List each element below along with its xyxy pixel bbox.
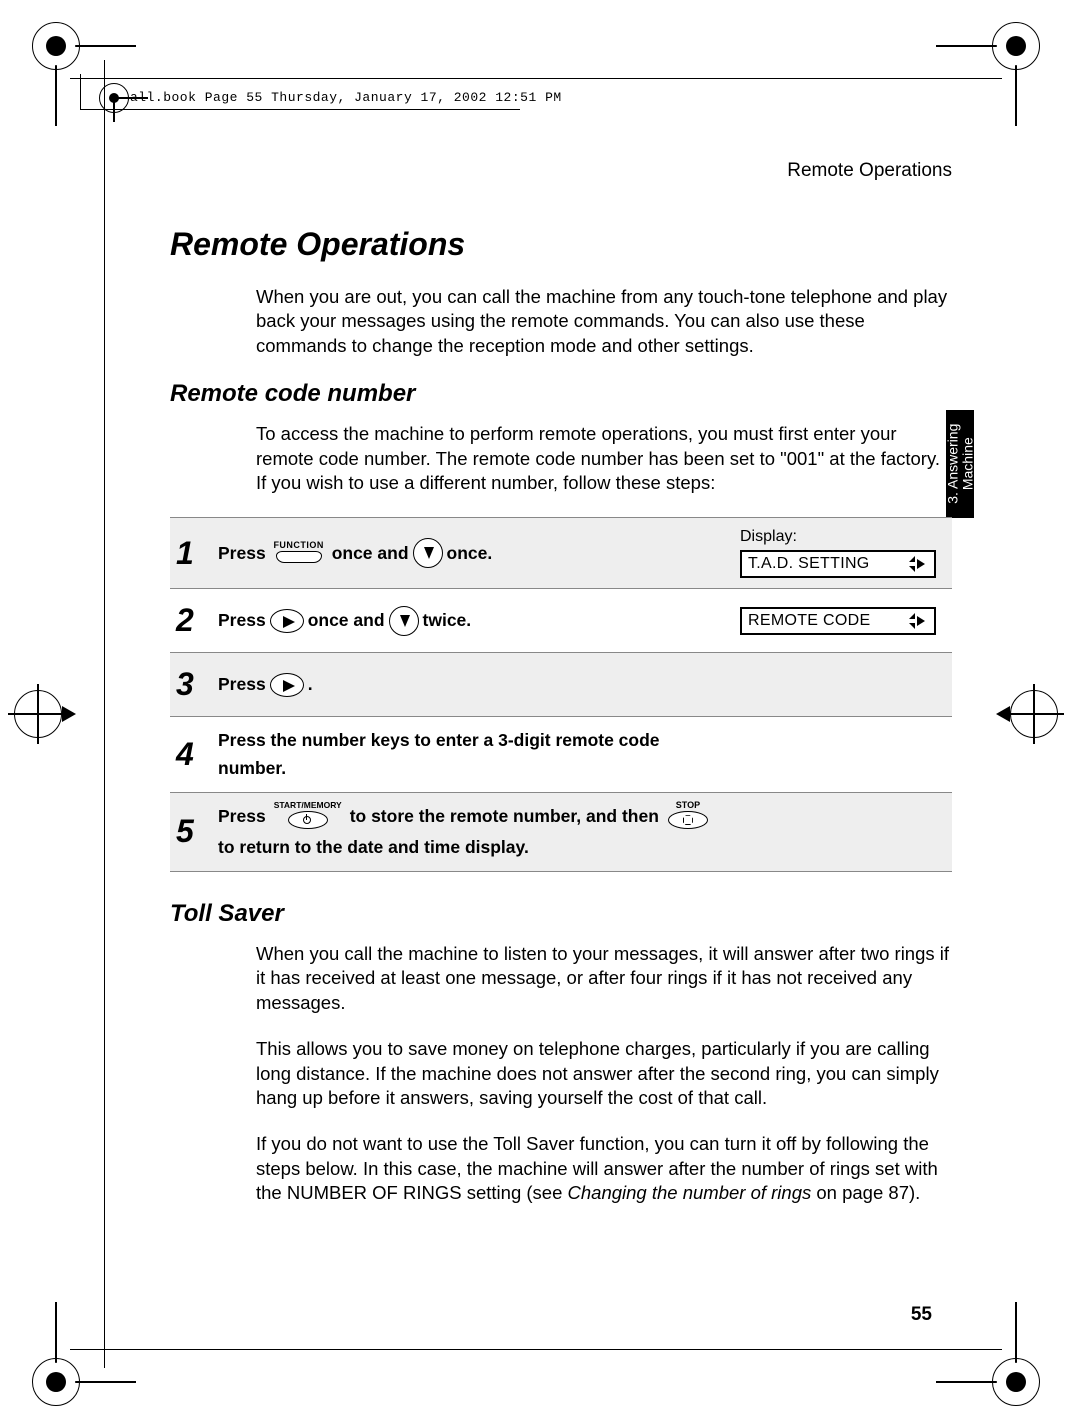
toll-saver-p1: When you call the machine to listen to y… (256, 942, 952, 1015)
page-frame-bottom (70, 1349, 1002, 1350)
steps-list: 1Press FUNCTION once and once. Display: T.… (170, 517, 952, 872)
step-number: 5 (170, 813, 218, 850)
subhead-toll-saver: Toll Saver (170, 900, 952, 928)
start-memory-key-icon: START/MEMORY (270, 803, 346, 829)
lcd-display: REMOTE CODE (740, 607, 936, 635)
step-row: 1Press FUNCTION once and once. Display: T.… (170, 517, 952, 589)
step-row: 4Press the number keys to enter a 3-digi… (170, 717, 952, 792)
down-arrow-key-icon (413, 538, 443, 568)
crop-mark-top-right (992, 22, 1040, 70)
stop-key-icon: STOP (663, 803, 713, 829)
section-label: Remote Operations (170, 160, 952, 182)
step-row: 3Press . (170, 653, 952, 717)
step-instruction: Press once and twice. (218, 606, 728, 636)
step-instruction: Press FUNCTION once and once. (218, 538, 728, 568)
page-frame-left (104, 60, 105, 1368)
crop-mark-mid-right (1010, 690, 1058, 738)
toll-saver-p2: This allows you to save money on telepho… (256, 1037, 952, 1110)
step-instruction: Press START/MEMORY to store the remote n… (218, 803, 728, 861)
thumb-tab-line2: Machine (959, 438, 975, 491)
function-key-icon: FUNCTION (270, 542, 328, 564)
step-number: 3 (170, 666, 218, 703)
crop-mark-bottom-right (992, 1358, 1040, 1406)
subhead-remote-code: Remote code number (170, 380, 952, 408)
crop-mark-top-left (32, 22, 80, 70)
step-instruction: Press the number keys to enter a 3-digit… (218, 727, 728, 781)
page-title: Remote Operations (170, 226, 952, 263)
step-display-column: Display: T.A.D. SETTING (728, 528, 952, 578)
up-down-right-arrow-icon (904, 553, 928, 575)
remote-code-paragraph: To access the machine to perform remote … (256, 422, 952, 495)
step-number: 4 (170, 736, 218, 773)
page-number: 55 (911, 1304, 932, 1326)
step-display-column: REMOTE CODE (728, 607, 952, 635)
right-arrow-key-icon (270, 609, 304, 633)
running-header-icon (96, 80, 132, 116)
toll-saver-p3: If you do not want to use the Toll Saver… (256, 1132, 952, 1205)
lcd-text: REMOTE CODE (748, 612, 870, 630)
crop-mark-mid-left (14, 690, 62, 738)
step-row: 2Press once and twice. REMOTE CODE (170, 589, 952, 653)
down-arrow-key-icon (389, 606, 419, 636)
up-down-right-arrow-icon (904, 610, 928, 632)
lcd-text: T.A.D. SETTING (748, 555, 870, 573)
running-header-text: all.book Page 55 Thursday, January 17, 2… (130, 90, 562, 105)
intro-paragraph: When you are out, you can call the machi… (256, 285, 952, 358)
step-instruction: Press . (218, 671, 728, 698)
toll-saver-p3c: on page 87). (811, 1182, 920, 1203)
step-number: 1 (170, 535, 218, 572)
lcd-display: T.A.D. SETTING (740, 550, 936, 578)
step-row: 5Press START/MEMORY to store the remote … (170, 793, 952, 872)
step-number: 2 (170, 602, 218, 639)
display-label: Display: (740, 528, 952, 546)
crop-mark-bottom-left (32, 1358, 80, 1406)
toll-saver-p3b: Changing the number of rings (568, 1182, 812, 1203)
right-arrow-key-icon (270, 673, 304, 697)
